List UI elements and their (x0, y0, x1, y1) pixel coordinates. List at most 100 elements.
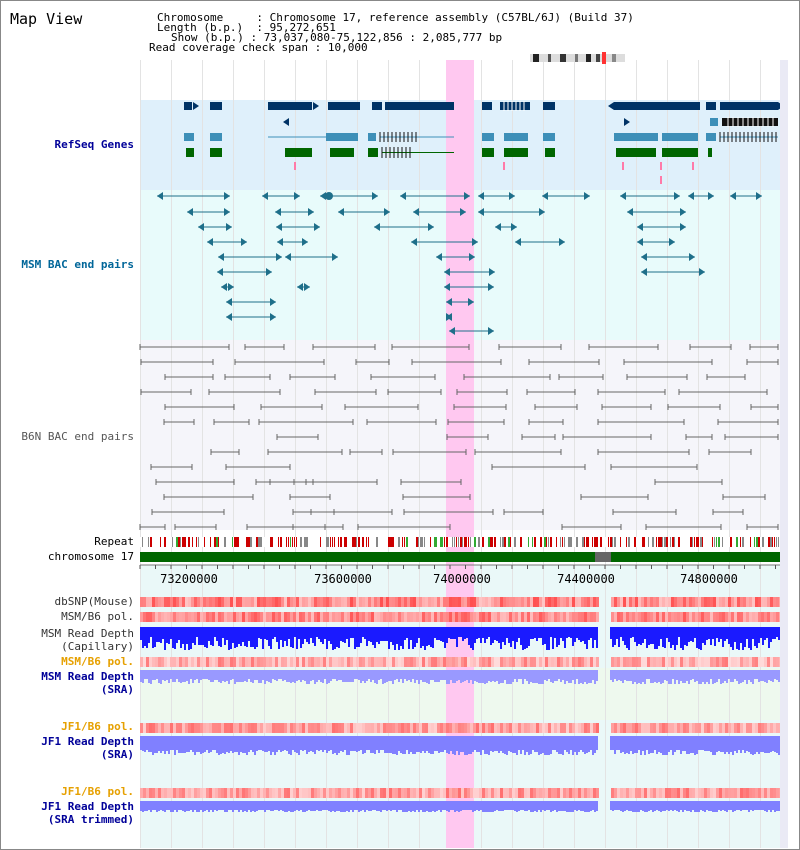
heat-cell (737, 597, 740, 607)
heat-cell (515, 723, 518, 733)
depth-bar (226, 801, 228, 812)
depth-bar (318, 670, 320, 680)
heat-cell (497, 597, 500, 607)
depth-bar (626, 670, 628, 681)
heat-cell (248, 657, 251, 667)
depth-bar (558, 801, 560, 811)
repeat-element (620, 537, 621, 547)
heat-cell (428, 723, 431, 733)
depth-bar (438, 801, 440, 810)
heat-cell (299, 788, 302, 798)
heat-cell (305, 657, 308, 667)
depth-bar (690, 627, 692, 641)
depth-bar (416, 801, 418, 810)
bac-end (384, 208, 390, 216)
repeat-element (582, 537, 584, 547)
depth-bar (152, 736, 154, 755)
repeat-element (424, 537, 425, 547)
refseq-genes-label[interactable]: RefSeq Genes (54, 138, 134, 151)
heat-cell (755, 612, 758, 622)
heat-cell (275, 612, 278, 622)
heat-cell (425, 612, 428, 622)
heat-cell (641, 788, 644, 798)
repeat-element (238, 537, 239, 547)
heat-cell (302, 657, 305, 667)
repeat-element (232, 537, 233, 547)
repeat-element (460, 537, 462, 547)
depth-bar (364, 801, 366, 812)
gene-exon (210, 148, 222, 157)
heat-cell (479, 723, 482, 733)
repeat-element (402, 537, 403, 547)
depth-bar (628, 736, 630, 754)
heat-cell (143, 657, 146, 667)
heat-cell (176, 723, 179, 733)
heat-cell (683, 612, 686, 622)
axis-tick-label: 74000000 (433, 572, 491, 586)
depth-bar (206, 670, 208, 679)
heat-cell (311, 612, 314, 622)
b6n-bac-label[interactable]: B6N BAC end pairs (21, 430, 134, 443)
depth-bar (316, 736, 318, 750)
heat-cell (674, 597, 677, 607)
heat-cell (713, 597, 716, 607)
heat-cell (221, 723, 224, 733)
heat-cell (413, 657, 416, 667)
depth-bar (486, 670, 488, 683)
heat-cell (707, 657, 710, 667)
heat-cell (356, 723, 359, 733)
ideogram-band (586, 54, 591, 62)
depth-bar (218, 801, 220, 810)
depth-bar (532, 736, 534, 750)
depth-bar (752, 627, 754, 639)
heat-cell (695, 612, 698, 622)
bac-end (495, 223, 501, 231)
depth-bar (270, 670, 272, 683)
depth-bar (442, 670, 444, 680)
heat-cell (161, 788, 164, 798)
msm-bac-label[interactable]: MSM BAC end pairs (21, 258, 134, 271)
depth-bar (330, 627, 332, 644)
depth-bar (760, 670, 762, 681)
depth-bar (488, 801, 490, 812)
depth-bar (462, 627, 464, 641)
depth-bar (298, 670, 300, 680)
depth-bar (414, 736, 416, 754)
depth-bar (774, 670, 776, 679)
heat-cell (671, 597, 674, 607)
depth-bar (672, 670, 674, 679)
heat-cell (404, 723, 407, 733)
depth-bar (754, 736, 756, 754)
heat-cell (416, 788, 419, 798)
depth-bar (448, 627, 450, 638)
depth-bar (322, 736, 324, 752)
heat-cell (776, 612, 779, 622)
depth-bar (590, 801, 592, 811)
depth-bar (168, 801, 170, 810)
heat-cell (215, 723, 218, 733)
depth-bar (700, 736, 702, 750)
depth-bar (574, 670, 576, 684)
depth-bar (252, 801, 254, 811)
depth-bar (754, 670, 756, 679)
heat-cell (572, 612, 575, 622)
depth-bar (280, 670, 282, 679)
heat-cell (263, 612, 266, 622)
depth-bar (384, 627, 386, 641)
depth-bar (564, 801, 566, 811)
depth-bar (450, 627, 452, 639)
depth-bar (386, 736, 388, 753)
heat-cell (755, 597, 758, 607)
heat-cell (572, 597, 575, 607)
heat-cell (332, 612, 335, 622)
heat-cell (656, 597, 659, 607)
heat-cell (179, 597, 182, 607)
depth-bar (460, 627, 462, 637)
depth-bar (328, 801, 330, 811)
gene-marker (294, 162, 296, 170)
heat-cell (149, 788, 152, 798)
depth-bar (674, 670, 676, 684)
repeat-element (586, 537, 588, 547)
depth-bar (474, 736, 476, 750)
